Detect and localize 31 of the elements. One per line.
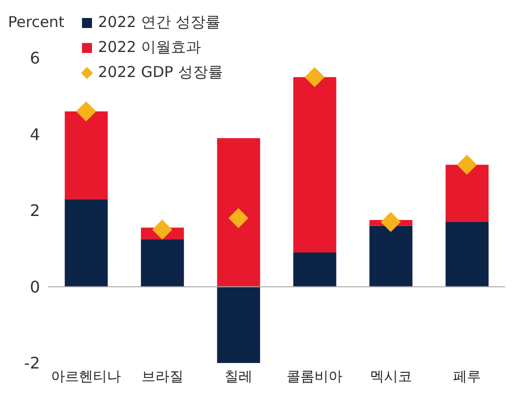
bar <box>446 164 489 222</box>
y-axis-title: Percent <box>8 13 64 31</box>
x-tick-label: 멕시코 <box>370 368 412 385</box>
x-tick-label: 콜롬비아 <box>286 368 343 385</box>
bar <box>64 199 108 287</box>
legend-label: 2022 이월효과 <box>98 37 201 58</box>
point <box>152 220 172 240</box>
y-tick-label: 4 <box>30 124 40 144</box>
legend-label: 2022 GDP 성장률 <box>98 62 223 83</box>
y-tick-label: 0 <box>30 277 40 296</box>
x-tick-label: 페루 <box>452 368 481 385</box>
bar <box>64 111 108 200</box>
bar <box>293 77 336 252</box>
point <box>228 208 248 228</box>
bar <box>293 252 336 287</box>
point <box>380 212 401 232</box>
legend-label: 2022 연간 성장률 <box>98 12 221 33</box>
point <box>456 154 477 175</box>
point <box>304 67 325 88</box>
y-tick-label: 2 <box>30 201 40 220</box>
x-tick-label: 브라질 <box>141 368 184 385</box>
bar <box>217 138 260 287</box>
bar <box>217 286 260 363</box>
bar <box>446 222 489 287</box>
point <box>76 101 96 122</box>
bar <box>369 226 412 287</box>
x-tick-label: 아르헨티나 <box>51 368 122 385</box>
x-tick-label: 칠레 <box>224 368 252 385</box>
bar <box>140 239 184 287</box>
y-tick-label: 6 <box>30 48 40 68</box>
y-tick-label: -2 <box>24 354 40 373</box>
